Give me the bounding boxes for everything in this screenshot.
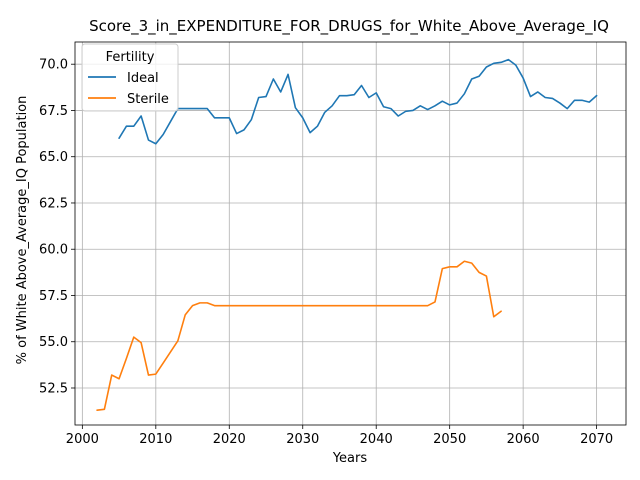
legend: Fertility Ideal Sterile [81, 43, 179, 112]
y-tick-label: 60.0 [39, 243, 68, 258]
x-tick-label: 2040 [360, 432, 393, 447]
y-tick-label: 62.5 [39, 196, 68, 211]
x-tick-label: 2020 [213, 432, 246, 447]
legend-entry-sterile: Sterile [127, 92, 169, 107]
y-tick-label: 65.0 [39, 150, 68, 165]
series-lines [96, 58, 598, 412]
legend-box [81, 43, 179, 112]
x-tick-label: 2030 [286, 432, 319, 447]
series-line-sterile [96, 260, 502, 412]
x-tick-label: 2050 [433, 432, 466, 447]
y-tick-label: 55.0 [39, 335, 68, 350]
x-tick-label: 2070 [580, 432, 613, 447]
legend-title: Fertility [106, 50, 155, 65]
legend-entry-ideal: Ideal [127, 71, 159, 86]
y-axis-label: % of White Above_Average_IQ Population [15, 96, 30, 365]
x-tick-label: 2060 [507, 432, 540, 447]
axis-ticks: 2000 2010 2020 2030 2040 2050 2060 2070 52.5 55.0… [39, 58, 613, 447]
x-tick-label: 2000 [66, 432, 99, 447]
chart-title: Score_3_in_EXPENDITURE_FOR_DRUGS_for_Whi… [89, 17, 609, 36]
x-tick-label: 2010 [139, 432, 172, 447]
plot-frame [74, 41, 627, 426]
y-tick-label: 57.5 [39, 289, 68, 304]
y-tick-label: 52.5 [39, 381, 68, 396]
series-line-ideal [118, 58, 598, 145]
grid-lines [75, 42, 626, 425]
y-tick-label: 67.5 [39, 104, 68, 119]
y-tick-label: 70.0 [39, 58, 68, 73]
x-axis-label: Years [332, 451, 368, 466]
